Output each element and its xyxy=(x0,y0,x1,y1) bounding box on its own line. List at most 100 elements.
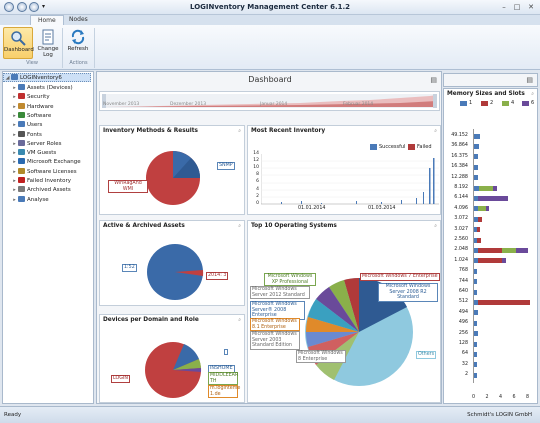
memory-size-label: 8.192 xyxy=(454,185,468,190)
tree-item[interactable]: ▸ Server Roles xyxy=(11,139,62,149)
memory-bar xyxy=(474,279,477,285)
tree-item-label: Assets (Devices) xyxy=(27,85,73,91)
tree-item-label: Security xyxy=(27,94,50,101)
legend-label: 4 xyxy=(511,100,515,106)
expand-icon[interactable]: ▸ xyxy=(13,112,16,119)
expand-icon[interactable]: ▸ xyxy=(13,103,16,110)
expand-icon[interactable]: ▸ xyxy=(13,85,16,91)
y-tick: 14 xyxy=(253,150,259,156)
legend-swatch-successful xyxy=(370,144,377,150)
memory-size-label: 3.027 xyxy=(454,226,468,232)
zoom-icon[interactable]: ⌕ xyxy=(531,91,534,97)
maximize-icon[interactable]: □ xyxy=(513,3,521,11)
tree-item[interactable]: ▸ Hardware xyxy=(11,102,54,112)
refresh-button[interactable]: Refresh xyxy=(63,27,93,59)
tree-root[interactable]: ◢ LOGINventory6 xyxy=(3,73,91,82)
tree-item[interactable]: ▸ Fonts xyxy=(11,130,42,140)
tree-item-icon xyxy=(18,195,25,202)
expand-icon[interactable]: ▸ xyxy=(13,159,16,166)
memory-size-label: 494 xyxy=(458,309,468,315)
x-tick: 01.01.2014 xyxy=(298,206,326,211)
expand-icon[interactable]: ▸ xyxy=(13,122,16,129)
memory-bar xyxy=(474,154,478,160)
expand-icon[interactable]: ▸ xyxy=(13,131,16,138)
tree-item[interactable]: ▸ Users xyxy=(11,121,42,130)
memory-size-label: 744 xyxy=(458,278,468,284)
tree-item[interactable]: ▸ Failed Inventory xyxy=(11,177,71,186)
timeline-panel[interactable]: November 2013 Dezember 2013 Januar 2014 … xyxy=(99,91,440,111)
export-icon[interactable]: ▤ xyxy=(526,76,533,84)
collapse-icon[interactable]: ◢ xyxy=(5,75,10,81)
expand-icon[interactable]: ▸ xyxy=(13,168,16,175)
tree-item-label: Archived Assets xyxy=(27,187,71,194)
memory-bar xyxy=(474,258,478,264)
os-label-2008r2: Microsoft Windows Server 2008 R2 Standar… xyxy=(378,283,438,302)
panel-title: Devices per Domain and Role xyxy=(103,317,199,323)
minimize-icon[interactable]: – xyxy=(502,3,506,11)
memory-size-label: 128 xyxy=(458,341,468,346)
tree-item[interactable]: ▸ Microsoft Exchange xyxy=(11,158,81,167)
memory-size-label: 32 xyxy=(461,361,468,367)
dashboard-area: Dashboard ▤ November 2013 Dezember 2013 … xyxy=(96,71,442,404)
memory-bar xyxy=(516,247,528,253)
close-icon[interactable]: ✕ xyxy=(528,3,534,11)
expand-icon[interactable]: ▸ xyxy=(13,178,16,184)
ribbon-separator xyxy=(62,28,63,68)
tab-home[interactable]: Home xyxy=(30,15,64,25)
y-tick: 8 xyxy=(256,172,259,178)
change-log-button[interactable]: Change Log xyxy=(33,27,63,59)
zoom-icon[interactable]: ⌕ xyxy=(238,223,241,229)
tree-item[interactable]: ▸ Security xyxy=(11,93,50,102)
tree-item-label: Server Roles xyxy=(27,140,62,147)
refresh-icon xyxy=(71,29,85,45)
tree-item-icon xyxy=(18,167,25,174)
os-label-2012: Microsoft Windows Server 2012 Standard xyxy=(250,286,310,299)
zoom-icon[interactable]: ⌕ xyxy=(434,223,437,229)
tree-item[interactable]: ▸ Archived Assets xyxy=(11,186,71,195)
app-logo-icon[interactable] xyxy=(4,2,14,12)
memory-title: Memory Sizes and Slots xyxy=(447,91,525,97)
y-tick: 4 xyxy=(256,186,259,192)
expand-icon[interactable]: ▸ xyxy=(13,187,16,194)
export-icon[interactable]: ▤ xyxy=(430,76,437,84)
expand-icon[interactable]: ▸ xyxy=(13,196,16,203)
back-icon[interactable] xyxy=(17,2,27,12)
tree-item[interactable]: ▸ VM Guests xyxy=(11,149,56,158)
change-log-button-label: Change Log xyxy=(37,46,59,58)
memory-size-label: 2 xyxy=(464,372,468,378)
forward-icon[interactable] xyxy=(29,2,39,12)
memory-bar xyxy=(474,351,477,357)
tree-item-label: Software xyxy=(27,112,52,119)
tree-item-icon xyxy=(18,130,25,137)
tree-item[interactable]: ▸ Software Licenses xyxy=(11,167,77,177)
tab-nodes[interactable]: Nodes xyxy=(69,16,88,23)
expand-icon[interactable]: ▸ xyxy=(13,94,16,101)
memory-bar xyxy=(474,268,477,274)
inventory-icon xyxy=(11,74,18,80)
tree-item[interactable]: ▸ Software xyxy=(11,111,52,121)
domain-pie xyxy=(145,342,202,398)
memory-bar xyxy=(477,227,480,233)
tree-root-label: LOGINventory6 xyxy=(20,75,62,81)
tree-item[interactable]: ▸ Assets (Devices) xyxy=(11,84,73,93)
window-title: LOGINventory Management Center 6.1.2 xyxy=(189,3,350,11)
memory-bar xyxy=(474,227,477,233)
memory-bar xyxy=(474,341,477,347)
tree-item-icon xyxy=(18,93,25,100)
legend-successful: Successful xyxy=(379,144,406,150)
memory-bar xyxy=(477,237,481,243)
expand-icon[interactable]: ▸ xyxy=(13,140,16,147)
legend-failed: Failed xyxy=(417,144,432,150)
quick-access-dropdown-icon[interactable]: ▾ xyxy=(42,3,46,10)
legend-swatch-failed xyxy=(408,144,415,150)
zoom-icon[interactable]: ⌕ xyxy=(434,128,437,134)
dashboard-button[interactable]: Dashboard xyxy=(3,27,34,59)
zoom-icon[interactable]: ⌕ xyxy=(238,317,241,323)
tree-item-label: Fonts xyxy=(27,131,42,138)
x-tick: 6 xyxy=(512,395,516,400)
memory-size-label: 640 xyxy=(458,289,468,294)
tree-item[interactable]: ▸ Analyse xyxy=(11,195,49,205)
zoom-icon[interactable]: ⌕ xyxy=(238,128,241,134)
memory-size-label: 64 xyxy=(461,351,468,357)
expand-icon[interactable]: ▸ xyxy=(13,150,16,157)
